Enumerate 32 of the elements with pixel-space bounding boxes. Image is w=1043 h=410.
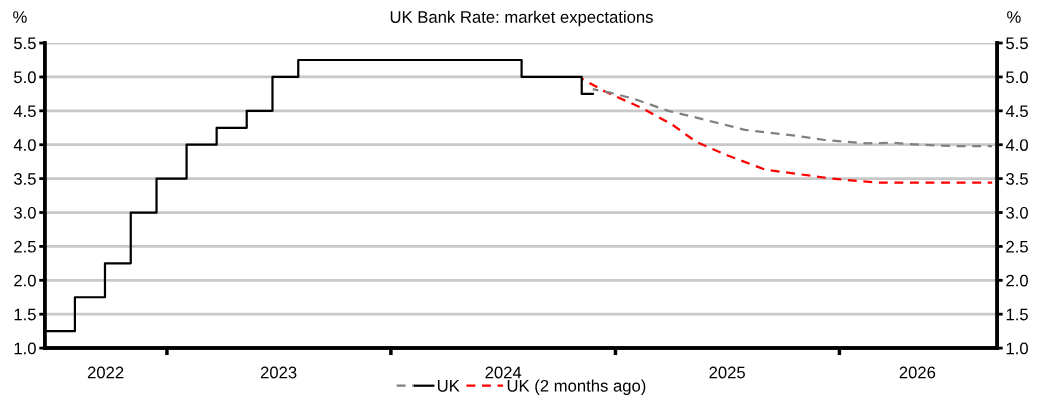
x-tick-label: 2025 xyxy=(709,366,745,379)
y2-tick-label: 5.5 xyxy=(1006,37,1028,50)
y2-tick-label: 4.0 xyxy=(1005,139,1028,151)
legend-label: UK xyxy=(437,380,460,392)
y2-tick-label: 2.0 xyxy=(1006,274,1028,287)
y-tick-label: 4.5 xyxy=(13,105,36,118)
y-tick-label: 2.0 xyxy=(14,274,36,287)
x-tick-label: 2022 xyxy=(87,366,124,379)
y2-axis-title: % xyxy=(1007,11,1021,23)
y-tick-label: 1.5 xyxy=(14,308,36,321)
y2-tick-label: 3.5 xyxy=(1006,173,1028,185)
line-series xyxy=(581,77,994,184)
y2-tick-label: 2.5 xyxy=(1006,240,1028,253)
line-series xyxy=(591,88,994,148)
y2-tick-label: 5.0 xyxy=(1006,71,1028,84)
y-tick-label: 5.0 xyxy=(14,71,36,84)
x-tick-label: 2026 xyxy=(899,366,936,379)
y2-tick-label: 1.0 xyxy=(1006,342,1028,355)
x-tick-label: 2023 xyxy=(260,366,297,379)
y-tick-label: 1.0 xyxy=(14,342,36,355)
y-axis-title: % xyxy=(13,11,27,23)
x-tick-label: 2024 xyxy=(485,366,522,379)
y2-tick-label: 4.5 xyxy=(1005,105,1028,118)
y-tick-label: 2.5 xyxy=(14,240,36,253)
chart-title: UK Bank Rate: market expectations xyxy=(390,10,653,27)
y2-tick-label: 3.0 xyxy=(1006,206,1028,219)
y-tick-label: 3.0 xyxy=(13,206,36,219)
y2-tick-label: 1.5 xyxy=(1006,308,1028,321)
y-tick-label: 4.0 xyxy=(13,139,36,151)
y-tick-label: 5.5 xyxy=(14,37,36,50)
y-tick-label: 3.5 xyxy=(13,173,36,185)
legend-label: UK (2 months ago) xyxy=(507,379,646,395)
